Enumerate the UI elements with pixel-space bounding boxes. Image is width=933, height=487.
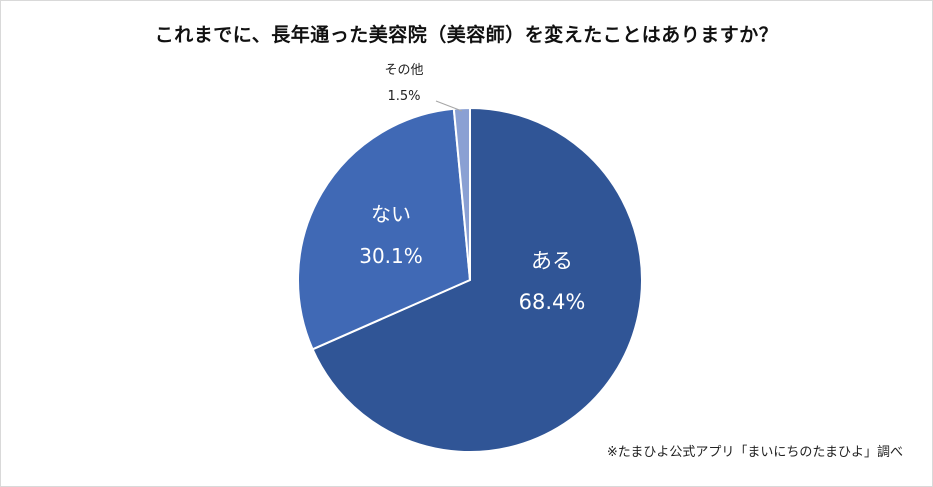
- slice-label-nai: ない: [371, 202, 411, 226]
- slice-label-aru: ある: [531, 249, 573, 273]
- slice-label-other: その他: [384, 63, 423, 78]
- slice-value-nai: 30.1%: [359, 244, 423, 268]
- pie-slice-aru: [311, 107, 643, 453]
- pie-slices: [297, 106, 643, 453]
- pie-labels: ある 68.4% ない 30.1% その他 1.5%: [359, 63, 585, 314]
- leader-line-other: [435, 100, 463, 112]
- leader-lines: [435, 100, 463, 112]
- chart-title: これまでに、長年通った美容院（美容師）を変えたことはありますか？: [154, 24, 779, 46]
- pie-slice-other: [452, 106, 471, 281]
- source-note: ※たまひよ公式アプリ「まいにちのたまひよ」調べ: [606, 445, 903, 460]
- slice-value-aru: 68.4%: [519, 290, 586, 314]
- pie-slice-nai: [297, 107, 471, 351]
- slice-value-other: 1.5%: [387, 89, 420, 104]
